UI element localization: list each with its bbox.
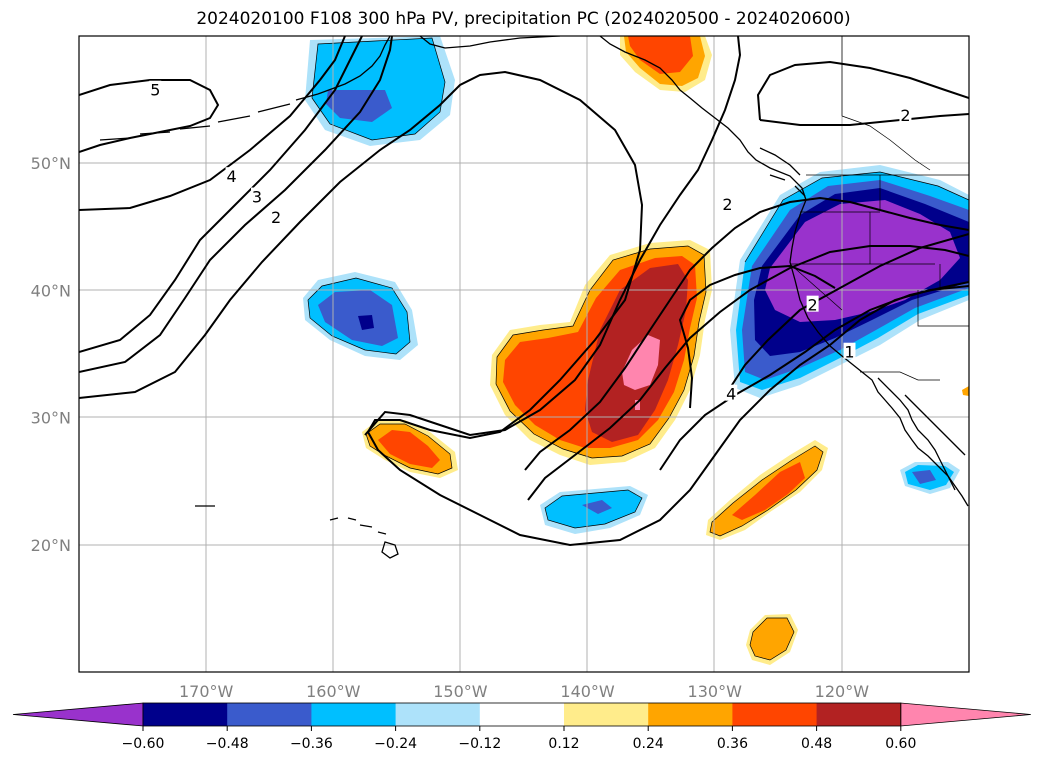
contour-label: 4 <box>226 167 236 186</box>
colorbar-swatch <box>648 703 733 726</box>
lat-tick-label: 20°N <box>31 536 71 555</box>
pv-contour-2-west <box>79 70 969 547</box>
baja-peninsula <box>877 377 956 491</box>
hawaii-islands <box>329 517 399 559</box>
colorbar-swatches <box>12 702 1031 727</box>
contour-label-bg <box>149 80 162 97</box>
lat-tick-label: 50°N <box>31 154 71 173</box>
colorbar: −0.60 −0.48 −0.36 −0.24 −0.12 0.12 0.24 0.36 0.4… <box>12 702 1031 752</box>
pv-contour-5 <box>79 79 220 153</box>
contour-label: 2 <box>271 208 281 227</box>
contour-label: 2 <box>900 106 910 125</box>
colorbar-swatch <box>816 703 902 726</box>
contour-label: 3 <box>252 188 262 207</box>
map-title: 2024020100 F108 300 hPa PV, precipitatio… <box>196 9 851 29</box>
lat-tick-label: 40°N <box>31 281 71 300</box>
colorbar-tick-label: −0.48 <box>206 736 249 752</box>
colorbar-swatch <box>143 703 228 726</box>
contour-label-bg <box>270 207 283 224</box>
lat-tick-label: 30°N <box>31 409 71 428</box>
contour-label-bg <box>225 167 238 184</box>
colorbar-tick-label: −0.60 <box>122 736 165 752</box>
colorbar-tick-label: −0.36 <box>290 736 333 752</box>
contour-label: 2 <box>808 296 818 315</box>
contour-label-bg <box>725 384 738 401</box>
map-frame <box>78 35 970 673</box>
colorbar-swatch <box>732 703 818 726</box>
pv-contour-4-east <box>729 233 969 389</box>
colorbar-swatch <box>395 703 481 726</box>
contour-label-bg <box>899 106 912 123</box>
latitude-labels: 50°N 40°N 30°N 20°N <box>31 154 71 555</box>
longitude-labels: 170°W 160°W 150°W 140°W 130°W 120°W <box>179 682 869 701</box>
contour-label-bg <box>251 187 263 204</box>
colorbar-tick-label: 0.24 <box>633 736 664 752</box>
pv-contour-4-west <box>79 36 346 211</box>
alaska-coast <box>317 36 807 201</box>
pv-contour-1 <box>659 281 969 471</box>
colorbar-tick-label: 0.36 <box>717 736 748 752</box>
colorbar-tick-label: 0.60 <box>885 736 916 752</box>
contour-label: 2 <box>722 195 732 214</box>
political-borders <box>789 36 969 381</box>
colorbar-swatch <box>311 703 397 726</box>
contour-label-bg <box>721 195 734 212</box>
colorbar-tick-label: 0.48 <box>801 736 832 752</box>
contour-label-bg <box>806 295 819 312</box>
contour-label-bg <box>843 342 856 359</box>
colorbar-extend-low <box>12 702 144 727</box>
lon-tick-label: 170°W <box>179 682 234 701</box>
pv-contours <box>79 36 969 547</box>
colorbar-swatch <box>564 703 649 726</box>
colorbar-tick-label: 0.12 <box>548 736 579 752</box>
lon-tick-label: 140°W <box>560 682 615 701</box>
contour-label: 4 <box>726 385 736 404</box>
colorbar-tick-label: −0.12 <box>458 736 501 752</box>
colorbar-extend-high <box>900 702 1031 727</box>
lon-tick-label: 160°W <box>306 682 361 701</box>
colorbar-swatch <box>227 703 312 726</box>
lon-tick-label: 150°W <box>433 682 488 701</box>
colorbar-swatch <box>479 703 565 726</box>
lon-tick-label: 120°W <box>815 682 870 701</box>
colorbar-tick-label: −0.24 <box>374 736 417 752</box>
contour-label: 1 <box>844 343 854 362</box>
lon-tick-label: 130°W <box>688 682 743 701</box>
pv-contour-2-ne <box>756 60 969 121</box>
us-mexico-border <box>860 371 940 381</box>
pv-contour-3 <box>79 36 393 373</box>
contour-label: 5 <box>150 81 160 100</box>
colorbar-frame <box>142 702 902 727</box>
colorbar-labels: −0.60 −0.48 −0.36 −0.24 −0.12 0.12 0.24 0.36 0.4… <box>122 726 916 752</box>
